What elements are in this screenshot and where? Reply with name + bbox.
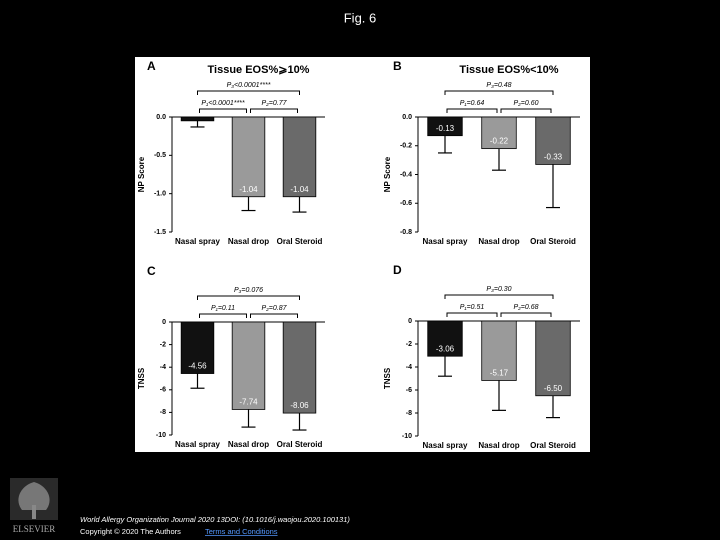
- y-tick-label: -0.4: [400, 171, 412, 178]
- p-value: P₂=0.60: [513, 100, 538, 107]
- y-axis-label: TNSS: [383, 367, 392, 389]
- bracket: [197, 90, 300, 95]
- p-value: P₃<0.0001****: [227, 82, 271, 89]
- terms-link[interactable]: Terms and Conditions: [205, 527, 278, 536]
- y-tick-label: -6: [160, 387, 166, 394]
- value-label: -0.22: [490, 137, 509, 146]
- value-label: -3.06: [436, 344, 455, 353]
- value-label: -4.56: [188, 362, 207, 371]
- value-label: -1.04: [290, 185, 309, 194]
- x-tick-label: Nasal spray: [175, 440, 220, 449]
- value-label: -6.50: [544, 384, 563, 393]
- y-tick-label: -1.5: [154, 229, 166, 236]
- y-tick-label: 0: [408, 318, 412, 325]
- x-tick-label: Oral Steroid: [530, 441, 576, 450]
- bracket: [250, 313, 298, 318]
- y-tick-label: -2: [160, 341, 166, 348]
- p-value: P₂=0.68: [513, 304, 538, 311]
- citation: World Allergy Organization Journal 2020 …: [80, 515, 350, 524]
- y-tick-label: -0.2: [400, 143, 412, 150]
- panel-title: Tissue EOS%⩾10%: [208, 64, 310, 76]
- bracket: [199, 108, 247, 113]
- value-label: -0.33: [544, 153, 563, 162]
- y-tick-label: -0.8: [400, 229, 412, 236]
- y-tick-label: 0: [162, 319, 166, 326]
- bar: [481, 320, 517, 381]
- x-tick-label: Nasal spray: [175, 237, 220, 246]
- bracket: [199, 313, 247, 318]
- y-tick-label: -6: [406, 387, 412, 394]
- x-tick-label: Oral Steroid: [530, 237, 576, 246]
- y-tick-label: -8: [160, 409, 166, 416]
- p-value: P₁=0.64: [460, 100, 485, 107]
- p-value: P₂=0.87: [261, 305, 287, 312]
- panel-letter: D: [393, 263, 402, 277]
- y-tick-label: -0.5: [154, 152, 166, 159]
- bar: [231, 116, 266, 198]
- value-label: -5.17: [490, 369, 509, 378]
- y-tick-label: -8: [406, 410, 412, 417]
- bracket: [500, 312, 552, 317]
- value-label: -7.74: [239, 398, 258, 407]
- x-tick-label: Nasal drop: [228, 237, 269, 246]
- value-label: -8.06: [290, 401, 309, 410]
- bar: [427, 320, 463, 357]
- panel-letter: C: [147, 264, 156, 278]
- x-tick-label: Nasal drop: [228, 440, 269, 449]
- publisher-logo: [10, 478, 58, 520]
- bracket: [446, 108, 498, 113]
- bracket: [197, 295, 300, 300]
- y-tick-label: 0.0: [402, 114, 412, 121]
- bar: [282, 321, 317, 414]
- y-tick-label: -4: [160, 364, 166, 371]
- copyright: Copyright © 2020 The Authors: [80, 527, 181, 536]
- bracket: [500, 108, 552, 113]
- y-tick-label: -0.6: [400, 200, 412, 207]
- p-value: P₁=0.51: [460, 304, 485, 311]
- slide-title: Fig. 6: [344, 10, 377, 25]
- bar: [180, 321, 215, 374]
- y-tick-label: -10: [156, 432, 166, 439]
- panel-letter: A: [147, 59, 156, 73]
- x-tick-label: Oral Steroid: [277, 440, 323, 449]
- p-value: P₁<0.0001****: [201, 100, 245, 107]
- x-tick-label: Nasal spray: [423, 441, 468, 450]
- p-value: P₃=0.076: [234, 287, 263, 294]
- figure-panel: [135, 57, 590, 452]
- p-value: P₁=0.11: [211, 305, 235, 312]
- y-tick-label: -2: [406, 341, 412, 348]
- x-tick-label: Nasal drop: [478, 441, 519, 450]
- value-label: -1.04: [239, 185, 258, 194]
- y-tick-label: 0.0: [156, 114, 166, 121]
- y-axis-label: TNSS: [137, 367, 146, 389]
- x-tick-label: Nasal spray: [423, 237, 468, 246]
- bar: [180, 116, 215, 122]
- panel-letter: B: [393, 59, 402, 73]
- y-axis-label: NP Score: [137, 156, 146, 192]
- bracket: [250, 108, 298, 113]
- y-tick-label: -1.0: [154, 191, 166, 198]
- bracket: [444, 90, 554, 95]
- p-value: P₃=0.30: [486, 286, 511, 293]
- p-value: P₃=0.48: [486, 82, 511, 89]
- y-tick-label: -10: [402, 433, 412, 440]
- x-tick-label: Oral Steroid: [277, 237, 323, 246]
- p-value: P₂=0.77: [261, 100, 287, 107]
- value-label: -0.13: [436, 124, 455, 133]
- y-tick-label: -4: [406, 364, 412, 371]
- panel-title: Tissue EOS%<10%: [459, 64, 558, 76]
- bar: [535, 116, 571, 165]
- bracket: [446, 312, 498, 317]
- bar: [481, 116, 517, 150]
- x-tick-label: Nasal drop: [478, 237, 519, 246]
- publisher-name: ELSEVIER: [13, 524, 56, 534]
- bar: [231, 321, 266, 410]
- bracket: [444, 294, 554, 299]
- y-axis-label: NP Score: [383, 156, 392, 192]
